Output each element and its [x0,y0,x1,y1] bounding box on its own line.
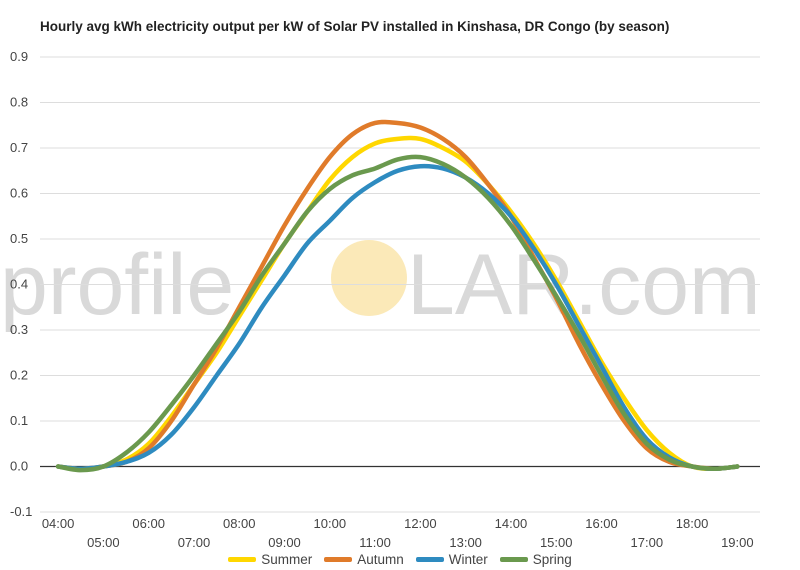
legend-swatch [415,556,444,562]
watermark-sun-icon [331,240,407,316]
y-tick-label: 0.5 [10,231,28,246]
line-chart: -0.1 0.0 0.1 0.2 0.3 0.4 0.5 0.6 0.7 0.8 0.9 04:00… [10,49,760,548]
y-tick-label: -0.1 [10,504,32,519]
x-tick-label: 13:00 [449,535,482,548]
y-axis-ticks: -0.1 0.0 0.1 0.2 0.3 0.4 0.5 0.6 0.7 0.8 0.9 [10,49,32,519]
legend-item-winter[interactable]: Winter [415,549,488,569]
y-tick-label: 0.8 [10,95,28,110]
y-tick-label: 0.6 [10,186,28,201]
x-tick-label: 12:00 [404,516,437,531]
x-tick-label: 18:00 [676,516,709,531]
x-tick-label: 15:00 [540,535,573,548]
legend-swatch [324,556,353,562]
x-tick-label: 10:00 [314,516,347,531]
x-tick-label: 19:00 [721,535,754,548]
legend-item-summer[interactable]: Summer [228,549,312,569]
y-tick-label: 0.7 [10,140,28,155]
series-line-winter [55,163,740,472]
y-tick-label: 0.1 [10,413,28,428]
legend-label: Summer [261,551,313,567]
y-tick-label: 0.9 [10,49,28,64]
x-tick-label: 04:00 [42,516,75,531]
x-tick-label: 09:00 [268,535,301,548]
x-tick-label: 05:00 [87,535,120,548]
series-line-spring [55,154,740,473]
x-tick-label: 08:00 [223,516,256,531]
legend-swatch [499,556,528,562]
legend-swatch [228,556,257,562]
legend-item-autumn[interactable]: Autumn [324,549,404,569]
y-tick-label: 0.4 [10,277,28,292]
legend-item-spring[interactable]: Spring [499,549,572,569]
series-lines [55,119,740,473]
grid-lines [40,56,760,513]
x-tick-label: 14:00 [495,516,528,531]
x-tick-label: 11:00 [359,535,391,548]
x-tick-label: 06:00 [132,516,165,531]
x-axis-ticks: 04:00 05:00 06:00 07:00 08:00 09:00 10:00 11:00… [42,516,754,548]
x-tick-label: 07:00 [178,535,211,548]
chart-legend: Summer Autumn Winter Spring [0,549,800,569]
y-tick-label: 0.3 [10,322,28,337]
y-tick-label: 0.0 [10,459,28,474]
chart-title: Hourly avg kWh electricity output per kW… [40,19,670,34]
series-line-summer [55,135,740,472]
series-line-autumn [55,119,740,472]
legend-label: Winter [448,551,488,567]
legend-label: Spring [532,551,572,567]
x-tick-label: 16:00 [585,516,618,531]
x-tick-label: 17:00 [631,535,664,548]
y-tick-label: 0.2 [10,368,28,383]
legend-label: Autumn [357,551,404,567]
